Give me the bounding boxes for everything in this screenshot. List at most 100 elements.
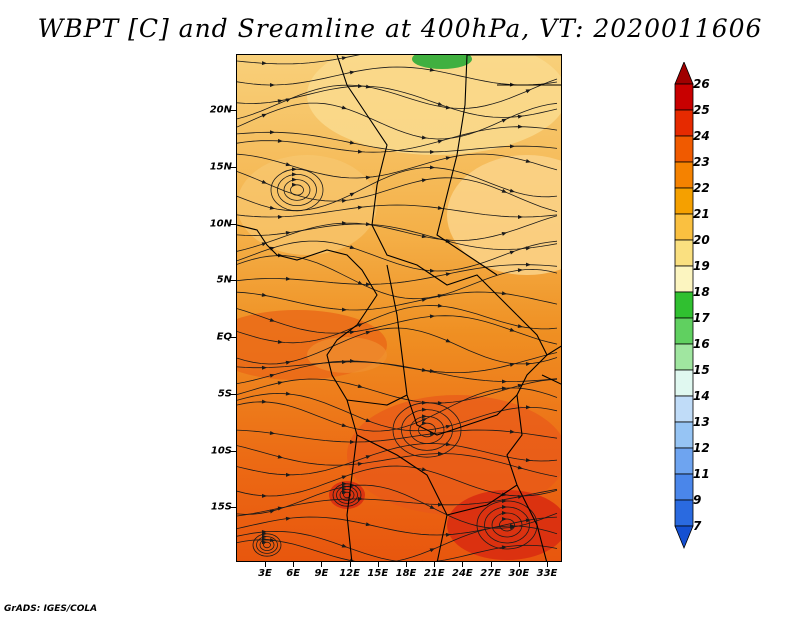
streamline-arrow [437,401,443,406]
lat-tick-mark [230,450,236,452]
streamline-arrow [502,511,507,515]
streamline-arrow [429,314,435,319]
streamline-arrow [349,358,355,363]
country-borders [237,55,561,561]
streamline-arrow [341,543,347,548]
streamline-arrow [341,359,347,364]
streamline-arrow [357,384,363,389]
colorbar-bottom-arrow [674,525,694,550]
lon-tick-mark [265,562,266,567]
streamline-arrow [422,407,427,412]
streamline-arrow [277,381,283,385]
lon-tick-mark [518,562,520,567]
streamline [270,168,324,212]
colorbar-label: 16 [693,337,710,351]
lon-tick-label: 30E [508,568,530,579]
streamline-arrow [342,490,347,495]
streamline-arrow [357,323,363,328]
streamline-arrow [365,330,371,335]
streamline-arrow [445,272,451,277]
streamline-arrow [445,105,451,110]
streamline [277,174,317,206]
streamline-arrow [341,307,347,312]
streamline-arrow [292,177,297,182]
streamline-arrow [285,276,291,281]
lat-tick-label: 20N [209,104,232,116]
streamline-arrow [342,487,347,492]
streamline-arrow [525,158,531,163]
streamline-arrow [261,113,267,118]
streamline-arrow [421,297,427,302]
chart-title: WBPT [C] and Sreamline at 400hPa, VT: 20… [37,14,763,43]
colorbar-label: 15 [693,363,710,377]
streamline-arrow [509,363,515,367]
streamline-arrow [437,451,443,456]
colorbar-label: 20 [693,233,710,247]
streamline-arrow [342,484,347,489]
streamline-arrow [525,262,531,267]
colorbar-label: 12 [693,441,710,455]
colorbar-label: 25 [693,103,710,117]
streamline-arrow [357,205,363,210]
streamline-arrow [517,324,523,329]
streamline [237,305,558,344]
colorbar-segment [674,83,694,111]
streamline-arrow [261,179,267,184]
streamline-arrow [285,231,291,236]
streamline-arrow [292,167,297,172]
colorbar-segment [674,135,694,163]
streamline-arrow [437,139,443,144]
streamline-arrow [269,130,275,135]
cool-region-northeast [447,155,561,275]
streamline-arrows [261,56,531,561]
lon-tick-label: 3E [258,568,272,579]
streamline-arrow [517,114,523,119]
streamline-arrow [285,162,291,167]
streamline-arrow [285,391,291,396]
streamline-arrow [509,188,515,193]
lat-tick-label: 10N [209,218,232,229]
streamline-arrow [262,531,267,536]
streamline-arrow [269,509,275,514]
streamline [252,533,282,557]
colorbar-label: 26 [693,77,710,91]
streamline-arrow [525,246,531,251]
streamline-arrow [349,140,355,145]
streamline-arrow [437,294,443,298]
streamline-arrow [429,165,435,170]
streamline-arrow [262,537,267,542]
lon-tick-label: 15E [367,568,389,579]
streamline-arrow [292,172,297,177]
streamline-arrow [269,205,275,210]
colorbar-segment [674,109,694,137]
streamline [336,486,358,504]
colorbar-label: 14 [693,389,710,403]
streamline-arrow [445,338,451,343]
lon-tick-mark [462,562,464,567]
map-panel [236,54,562,562]
lat-tick-label: EQ [216,331,232,343]
streamline-arrow [365,222,371,227]
streamline-arrow [517,465,523,470]
lon-tick-mark [434,562,436,567]
lon-tick-mark [406,562,407,567]
colorbar-label: 7 [693,519,702,533]
streamline-arrow [421,418,427,423]
streamline-arrow [277,99,283,104]
lat-tick-mark [230,166,236,168]
lat-tick-mark [230,393,236,395]
cool-region-northwest [237,155,377,255]
colorbar-label: 22 [693,181,710,195]
streamline-arrow [525,458,531,463]
streamline-arrow [421,178,427,183]
streamline-arrow [285,472,291,477]
streamline-arrow [502,499,507,503]
streamline [491,512,523,538]
colorbar-segment [674,369,694,397]
streamline-arrow [277,214,283,219]
streamline-arrow [262,534,267,539]
streamline-arrow [517,494,523,499]
streamline-arrow [365,455,371,460]
streamline-arrow [445,424,451,429]
streamline [237,66,558,86]
